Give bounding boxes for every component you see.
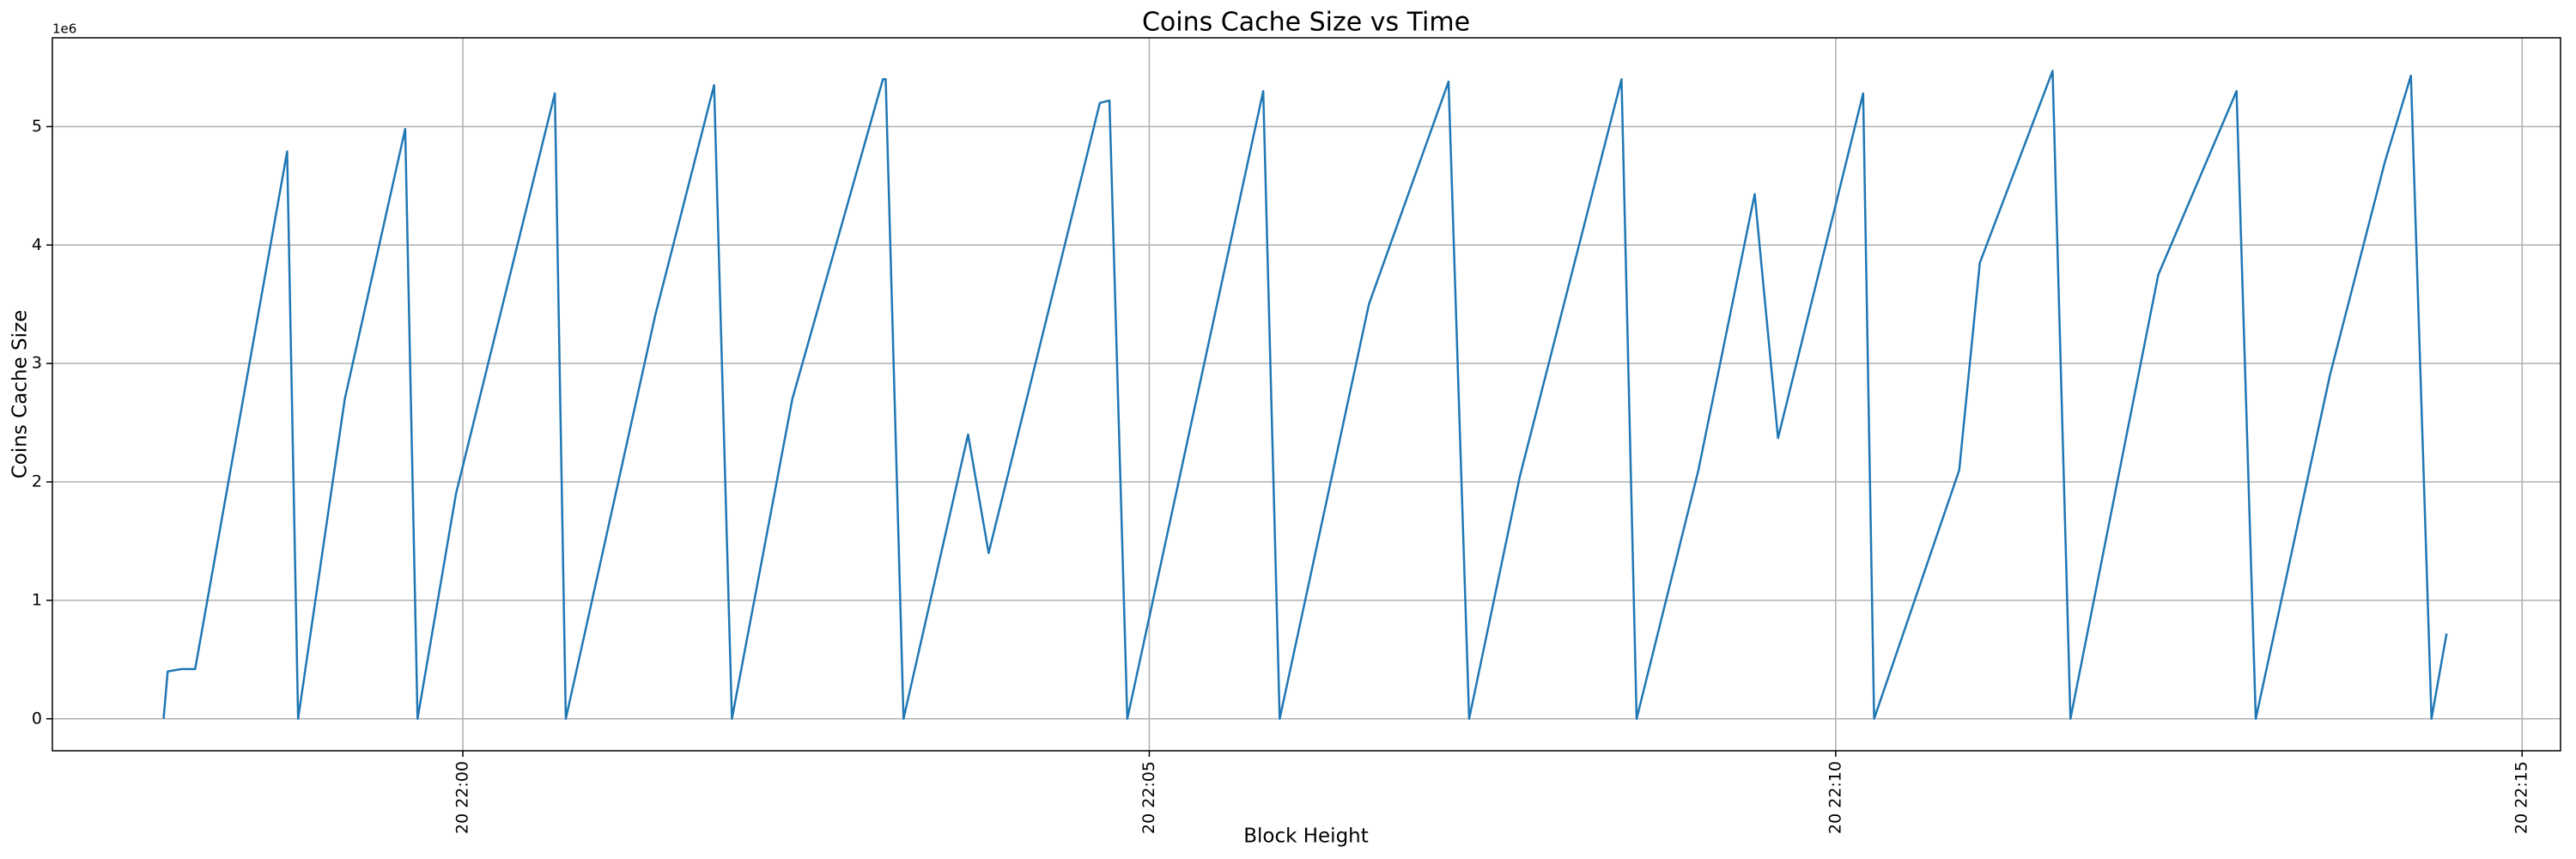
y-tick-label: 1 — [32, 590, 42, 609]
x-tick-label: 20 22:05 — [1139, 761, 1158, 834]
y-tick-label: 3 — [32, 354, 42, 373]
y-tick-label: 2 — [32, 472, 42, 491]
y-tick-label: 5 — [32, 117, 42, 136]
y-axis-label: Coins Cache Size — [9, 310, 32, 478]
x-tick-label: 20 22:10 — [1826, 761, 1844, 834]
x-tick-label: 20 22:15 — [2512, 761, 2531, 834]
y-offset-label: 1e6 — [52, 21, 76, 37]
plot-frame — [52, 37, 2561, 752]
y-tick-label: 0 — [32, 709, 42, 728]
x-tick-label: 20 22:00 — [453, 761, 472, 834]
data-line — [162, 70, 2448, 721]
y-tick-label: 4 — [32, 235, 42, 254]
x-axis-label: Block Height — [1243, 825, 1369, 848]
chart-title: Coins Cache Size vs Time — [1142, 8, 1470, 38]
